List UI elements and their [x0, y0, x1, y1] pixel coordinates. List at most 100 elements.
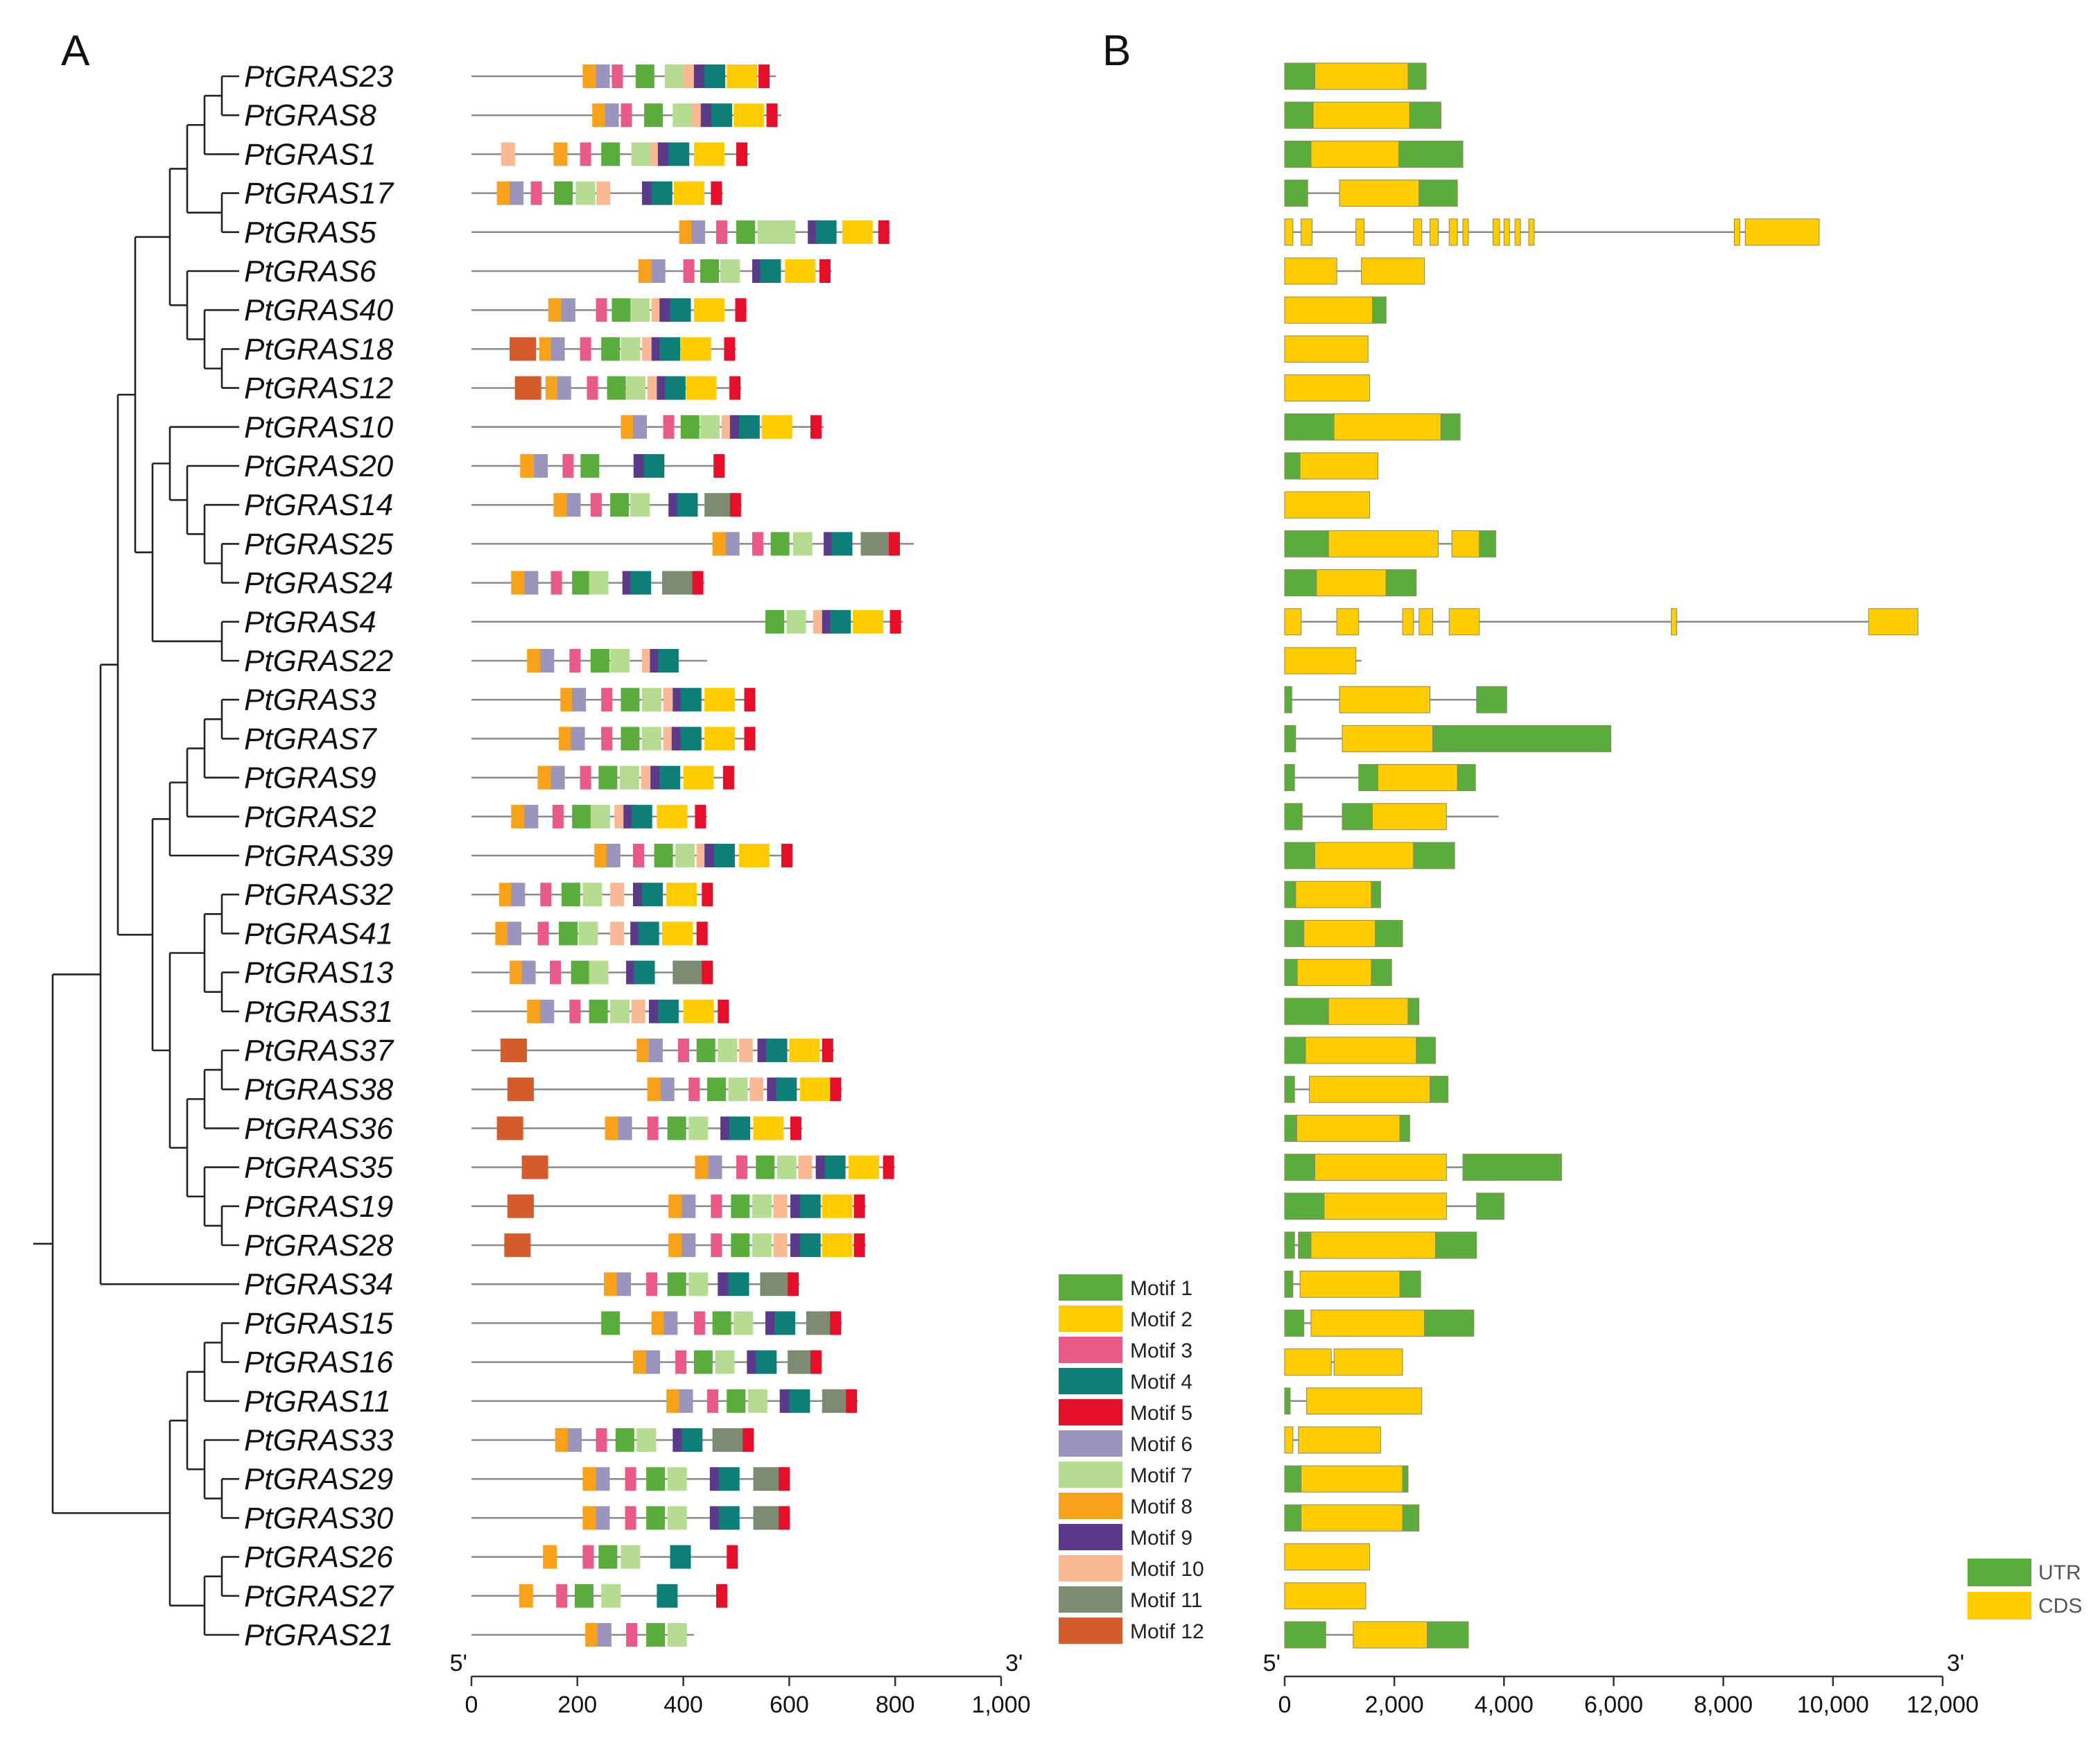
motif-6-block: [557, 376, 571, 400]
motif-7-block: [747, 1389, 767, 1413]
motif-8-block: [511, 571, 526, 595]
cds-block: [1328, 998, 1409, 1025]
motif-10-block: [738, 1039, 753, 1062]
motif-8-block: [539, 337, 553, 361]
motif-7-block: [776, 1155, 797, 1179]
motif-legend-label: Motif 10: [1130, 1558, 1204, 1581]
motif-8-block: [498, 883, 513, 907]
cds-block: [1503, 218, 1510, 246]
motif-7-block: [590, 804, 610, 829]
motif-6-block: [605, 103, 619, 128]
motif-2-block: [785, 259, 816, 283]
gene-label: PtGRAS25: [244, 527, 394, 561]
utr-block: [1409, 101, 1441, 129]
motif-9-block: [767, 1077, 779, 1102]
structure-axis-tick-label: 8,000: [1694, 1692, 1753, 1718]
motif-2-block: [693, 142, 724, 166]
motif-4-block: [830, 609, 851, 634]
motif-2-block: [738, 844, 770, 867]
motif-2-block: [753, 1116, 784, 1141]
structure-axis-tick-label: 2,000: [1365, 1692, 1424, 1718]
cds-block: [1333, 413, 1441, 441]
motif-9-block: [757, 1039, 769, 1062]
cds-block: [1284, 1426, 1294, 1454]
motif-6-block: [561, 298, 575, 322]
motif-9-block: [671, 727, 683, 751]
cds-block: [1305, 1037, 1417, 1064]
cds-block: [1312, 101, 1410, 129]
cds-block: [1303, 919, 1376, 947]
motif-7-block: [589, 960, 609, 985]
motif-7-block: [720, 259, 740, 283]
utr-block: [1298, 1231, 1312, 1259]
motif-1-block: [571, 960, 590, 985]
motif-5-block: [846, 1389, 858, 1413]
cds-block: [1355, 218, 1365, 246]
gene-label: PtGRAS11: [244, 1385, 391, 1419]
motif-7-block: [786, 609, 806, 634]
cds-block: [1314, 842, 1414, 869]
motif-6-block: [571, 727, 585, 751]
motif-5-block: [702, 883, 713, 907]
motif-3-block: [626, 1623, 638, 1647]
gene-label: PtGRAS15: [244, 1306, 394, 1340]
cds-block: [1328, 530, 1439, 557]
utr-block: [1374, 919, 1403, 947]
motif-4-block: [657, 649, 679, 673]
gene-label: PtGRAS23: [244, 60, 394, 94]
motif-axis-tick-label: 1,000: [971, 1692, 1030, 1718]
motif-3-block: [556, 1584, 568, 1608]
motif-8-block: [638, 259, 652, 283]
motif-1-block: [731, 1194, 750, 1218]
motif-1-block: [712, 1311, 731, 1335]
motif-6-block: [651, 259, 666, 283]
utr-block: [1284, 1504, 1302, 1532]
motif-1-block: [646, 1506, 666, 1530]
utr-block: [1372, 296, 1387, 324]
motif-2-block: [666, 883, 697, 907]
motif-2-block: [662, 921, 693, 946]
cds-block: [1295, 881, 1372, 908]
motif-1-block: [598, 765, 618, 790]
motif-5-block: [830, 1077, 842, 1102]
motif-5-block: [724, 337, 736, 361]
motif-5-block: [889, 532, 901, 556]
motif-9-block: [709, 1506, 721, 1530]
structure-axis-tick-label: 0: [1278, 1692, 1292, 1718]
motif-8-block: [555, 1428, 569, 1452]
motif-4-block: [651, 181, 672, 205]
gene-label: PtGRAS20: [244, 449, 394, 483]
motif-7-block: [667, 1506, 687, 1530]
motif-5-block: [722, 765, 734, 790]
gene-label: PtGRAS37: [244, 1034, 394, 1068]
panel-label-b: B: [1102, 27, 1131, 75]
motif-6-block: [596, 1467, 610, 1491]
motif-7-block: [589, 571, 609, 595]
motif-legend-swatch: [1059, 1618, 1122, 1644]
motif-8-block: [712, 532, 727, 556]
motif-9-block: [790, 1194, 801, 1218]
utr-block: [1432, 725, 1612, 752]
motif-6-block: [663, 1311, 678, 1335]
motif-4-block: [659, 765, 681, 790]
motif-3-block: [537, 921, 549, 946]
cds-block: [1284, 1582, 1366, 1610]
gene-label: PtGRAS14: [244, 488, 393, 522]
motif-7-block: [757, 220, 777, 244]
motif-4-block: [766, 1039, 788, 1062]
motif-6-block: [691, 220, 706, 244]
cds-block: [1299, 1270, 1400, 1298]
utr-block: [1284, 1193, 1325, 1220]
motif-8-block: [621, 415, 635, 439]
motif-1-block: [667, 1272, 686, 1297]
motif-legend-swatch: [1059, 1462, 1122, 1488]
motif-1-block: [706, 1077, 726, 1102]
motif-12-block: [496, 1116, 523, 1141]
motif-7-block: [688, 1116, 709, 1141]
motif-6-block: [618, 1116, 632, 1141]
gene-label: PtGRAS13: [244, 956, 394, 990]
cds-block: [1339, 686, 1431, 713]
motif-2-block: [848, 1155, 879, 1179]
motif-9-block: [815, 1155, 827, 1179]
